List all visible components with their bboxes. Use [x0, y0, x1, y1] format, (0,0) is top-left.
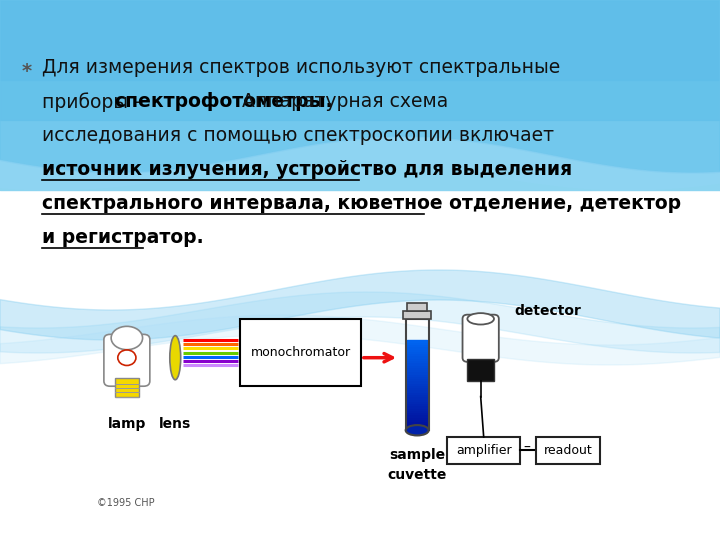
Text: cuvette: cuvette	[387, 468, 447, 482]
Text: lens: lens	[159, 417, 192, 431]
Text: исследования с помощью спектроскопии включает: исследования с помощью спектроскопии вкл…	[42, 126, 554, 145]
Ellipse shape	[170, 336, 181, 380]
Text: спектрофотометры.: спектрофотометры.	[114, 92, 333, 111]
Bar	[405, 319, 428, 430]
Ellipse shape	[467, 313, 494, 325]
Text: sample: sample	[389, 448, 445, 462]
Text: и регистратор.: и регистратор.	[42, 228, 204, 247]
Bar	[114, 379, 139, 396]
Bar	[240, 319, 361, 386]
Text: readout: readout	[544, 444, 593, 457]
Bar	[467, 359, 494, 381]
Text: detector: detector	[514, 304, 581, 318]
Text: Аппаратурная схема: Аппаратурная схема	[236, 92, 449, 111]
Text: *: *	[22, 62, 32, 81]
Text: спектрального интервала, кюветное отделение, детектор: спектрального интервала, кюветное отделе…	[42, 194, 681, 213]
Text: Для измерения спектров используют спектральные: Для измерения спектров используют спектр…	[42, 58, 560, 77]
Text: –: –	[524, 441, 531, 455]
Bar	[408, 303, 427, 311]
Ellipse shape	[405, 425, 428, 435]
Bar	[403, 311, 431, 319]
Text: monochromator: monochromator	[251, 346, 351, 359]
Text: приборы –: приборы –	[42, 92, 149, 112]
Text: источник излучения, устройство для выделения: источник излучения, устройство для выдел…	[42, 160, 572, 179]
Bar	[447, 437, 520, 464]
Bar	[536, 437, 600, 464]
Ellipse shape	[111, 326, 143, 350]
FancyBboxPatch shape	[462, 315, 499, 362]
Text: ©1995 CHP: ©1995 CHP	[96, 498, 154, 508]
FancyBboxPatch shape	[104, 334, 150, 386]
Text: lamp: lamp	[108, 417, 146, 431]
Text: amplifier: amplifier	[456, 444, 511, 457]
